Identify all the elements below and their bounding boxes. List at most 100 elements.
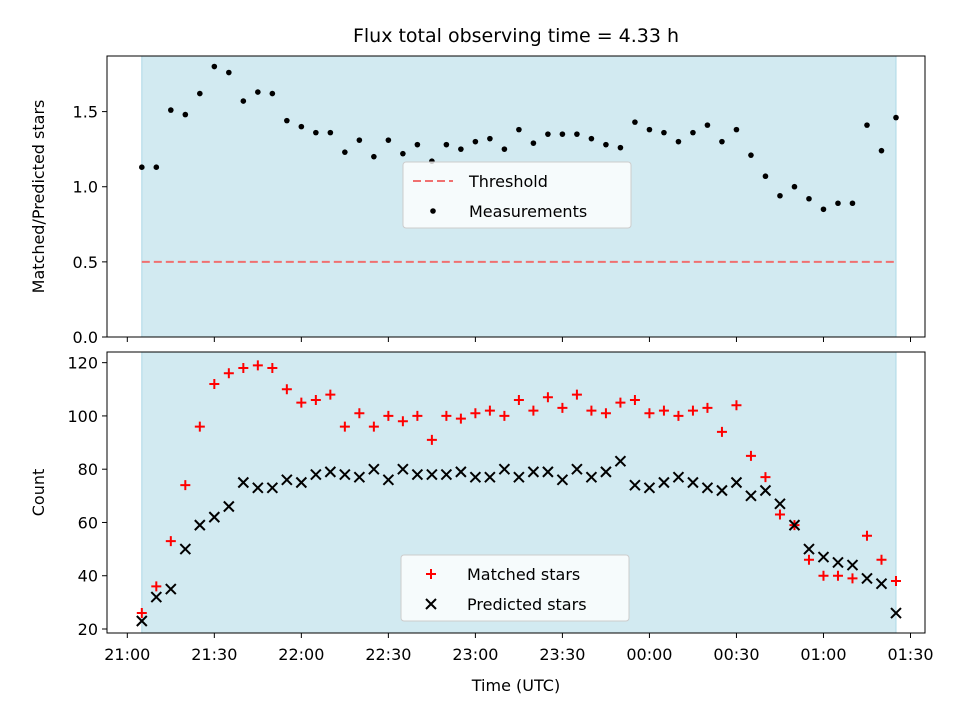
measurement-point [820, 206, 827, 213]
matched-star-point [325, 389, 336, 400]
predicted-star-point [890, 607, 902, 619]
y-tick-label: 0.5 [73, 253, 98, 272]
predicted-star-point [527, 466, 540, 478]
predicted-star-point [194, 519, 206, 531]
predicted-star-point [600, 466, 612, 478]
matched-star-point [629, 394, 640, 405]
legend: Threshold Measurements [402, 161, 632, 229]
matched-star-point [615, 397, 626, 408]
matched-star-point [180, 480, 191, 491]
y-tick-label: 40 [78, 567, 98, 586]
predicted-star-point [498, 463, 511, 475]
matched-star-point [716, 426, 727, 437]
matched-star-point [310, 394, 321, 405]
measurement-point [617, 144, 624, 151]
measurement-point [153, 164, 160, 170]
plot-frame [106, 351, 926, 634]
x-tick-label: 01:30 [887, 645, 933, 664]
x-tick-label: 21:30 [191, 645, 237, 664]
y-tick-label: 0.0 [73, 328, 98, 347]
measurement-point [356, 137, 363, 143]
legend-label: Measurements [469, 202, 587, 221]
top-panel: 0.0 0.5 1.0 1.5 Matched/Predicted stars Thres… [29, 55, 926, 347]
matched-star-point [136, 608, 147, 619]
measurement-point [472, 138, 479, 145]
matched-star-point [513, 394, 524, 405]
measurement-point [298, 123, 305, 130]
measurement-point [530, 140, 537, 146]
predicted-star-point [701, 482, 714, 494]
matched-star-point [586, 405, 597, 416]
measurement-point [588, 135, 595, 142]
predicted-star-point [339, 468, 351, 481]
matched-star-point [470, 408, 481, 419]
matched-star-point [760, 472, 771, 483]
predicted-star-point [585, 471, 598, 483]
matched-star-point [658, 405, 669, 416]
predicted-star-point [788, 519, 801, 531]
bottom-panel: 20 40 60 80 100 120 21:00 21:30 22:00 22:30 23:00 2… [29, 351, 934, 695]
y-tick-label: 1.0 [73, 178, 98, 197]
measurement-point [197, 90, 203, 97]
legend-predicted-key [425, 598, 437, 610]
x-tick-label: 23:30 [539, 645, 585, 664]
measurement-point [835, 200, 841, 207]
matched-star-point [528, 405, 539, 416]
predicted-star-point [455, 466, 467, 478]
matched-star-point [484, 405, 495, 416]
matched-star-point [151, 581, 162, 592]
measurement-point [313, 129, 319, 136]
matched-star-point [818, 570, 829, 581]
matched-star-point [397, 416, 408, 427]
legend-label: Predicted stars [467, 595, 587, 614]
predicted-star-point [571, 463, 583, 475]
measurement-point [878, 147, 885, 154]
matched-star-point [455, 413, 466, 424]
legend-box [402, 161, 632, 229]
predicted-star-point [643, 482, 656, 494]
measurement-point [458, 146, 464, 152]
measurement-point [690, 129, 696, 136]
x-tick-label: 01:00 [800, 645, 846, 664]
matched-star-point [702, 402, 713, 413]
measurement-point [603, 141, 609, 148]
y-tick-label: 20 [78, 620, 98, 639]
y-tick-label: 120 [67, 354, 98, 373]
chart-title: Flux total observing time = 4.33 h [353, 25, 679, 47]
legend-box [400, 554, 630, 622]
x-tick-label: 22:00 [278, 645, 324, 664]
legend-label: Threshold [468, 172, 548, 191]
measurement-point [501, 146, 508, 152]
matched-star-point [296, 397, 307, 408]
x-tick-label: 00:00 [626, 645, 672, 664]
matched-star-point [223, 368, 234, 379]
matched-star-point [339, 421, 350, 432]
legend: Matched stars Predicted stars [400, 554, 630, 622]
predicted-star-point [542, 466, 554, 478]
matched-star-point [426, 434, 437, 445]
legend-measurement-key [430, 208, 436, 214]
measurement-point [385, 137, 392, 143]
matched-star-point [803, 554, 814, 565]
predicted-star-point [672, 471, 685, 483]
matched-star-point [890, 576, 901, 587]
predicted-star-point [353, 471, 366, 483]
measurement-point [661, 129, 667, 136]
predicted-star-point [614, 455, 627, 467]
measurement-point [284, 117, 290, 124]
predicted-star-point [324, 466, 337, 478]
predicted-star-point [411, 468, 424, 481]
predicted-star-point [513, 471, 525, 483]
measurement-point [733, 126, 740, 133]
measurement-point [168, 107, 174, 113]
predicted-star-point [382, 474, 395, 486]
y-tick-label: 80 [78, 460, 98, 479]
measurement-point [574, 131, 580, 137]
predicted-star-point [658, 476, 670, 489]
legend-label: Matched stars [467, 565, 580, 584]
matched-star-point [383, 410, 394, 421]
matched-star-point [194, 421, 205, 432]
predicted-star-point [803, 543, 815, 555]
measurement-point [255, 89, 261, 95]
measurement-point [777, 192, 783, 199]
